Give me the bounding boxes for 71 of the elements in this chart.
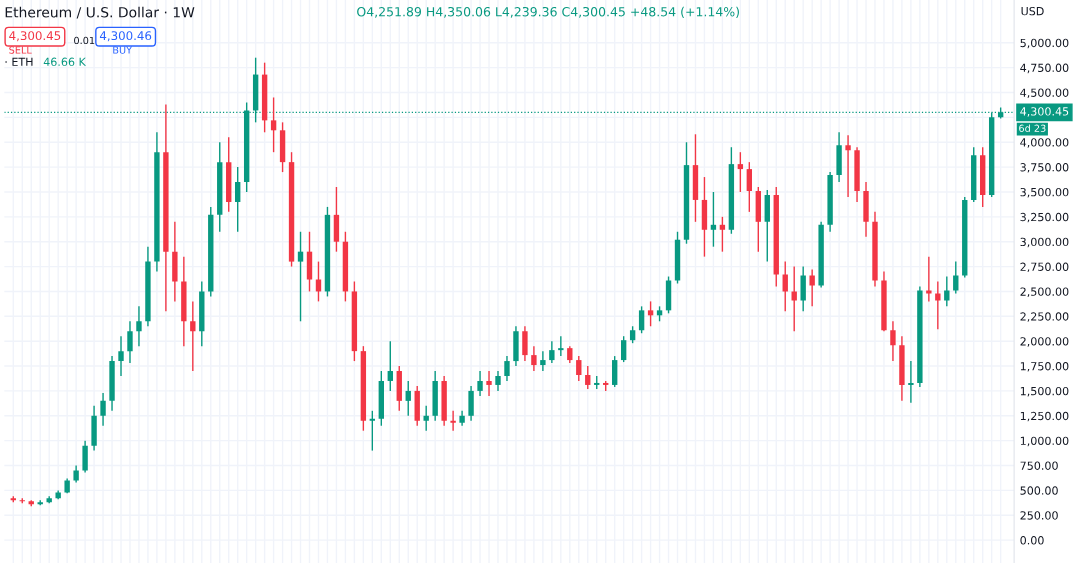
y-tick-label: 4,750.00	[1020, 63, 1069, 74]
y-tick-label: 250.00	[1020, 511, 1058, 520]
candlestick	[423, 405, 429, 432]
candlestick	[495, 370, 501, 392]
candlestick	[405, 380, 411, 417]
y-axis-title: USD	[1021, 6, 1044, 16]
y-tick-label: 2,750.00	[1020, 262, 1069, 273]
annotation: 46.66 K	[43, 57, 87, 67]
candlestick	[522, 325, 528, 362]
candlestick	[136, 305, 142, 347]
y-tick-label: 1,000.00	[1020, 436, 1069, 447]
y-tick-label: 500.00	[1020, 486, 1058, 495]
candlestick	[576, 355, 582, 382]
chart-title: Ethereum / U.S. Dollar · 1W	[5, 6, 195, 19]
y-tick-label: 1,750.00	[1020, 362, 1069, 372]
candlestick	[504, 355, 510, 382]
candlestick	[944, 275, 950, 308]
candlestick	[549, 340, 555, 364]
y-tick-label: 3,500.00	[1020, 187, 1069, 198]
candlestick	[531, 345, 537, 372]
y-tick-label: 0.00	[1020, 536, 1044, 545]
annotation: 0.01	[74, 36, 95, 45]
candlestick	[620, 335, 627, 363]
y-tick-label: 750.00	[1020, 461, 1058, 470]
candlestick	[540, 350, 546, 372]
y-tick-label: 1,250.00	[1020, 411, 1069, 422]
y-tick-label: 3,250.00	[1020, 212, 1069, 223]
candlestick	[118, 335, 124, 377]
candlestick	[737, 151, 744, 193]
candlestick	[558, 335, 564, 357]
candlestick	[647, 300, 654, 327]
candlestick	[127, 320, 133, 364]
candlestick	[845, 134, 851, 198]
annotation: O4,251.89 H4,350.06 L4,239.36 C4,300.45 +48.54 (+1.14%)	[357, 6, 739, 18]
candlestick	[926, 255, 932, 303]
y-tick-label: 2,500.00	[1020, 287, 1069, 297]
candlestick	[387, 340, 393, 392]
y-tick-label: 3,750.00	[1020, 163, 1069, 173]
ref-line-label: 4,300.45	[1020, 107, 1069, 117]
candlestick	[710, 191, 717, 248]
y-tick-label: 3,000.00	[1020, 237, 1069, 248]
y-tick-label: 4,000.00	[1020, 138, 1069, 148]
candlestick	[908, 360, 914, 404]
y-tick-label: 2,000.00	[1020, 337, 1069, 347]
candlestick	[450, 410, 456, 432]
candlestick	[746, 161, 753, 213]
text: 6d 23	[1019, 124, 1046, 132]
candlestick	[791, 265, 797, 332]
annotation: 4,300.46	[99, 31, 152, 42]
annotation: SELL	[9, 46, 32, 54]
annotation: BUY	[113, 46, 133, 54]
candlestick	[585, 365, 591, 390]
candlestick	[486, 370, 492, 397]
candlestick	[190, 300, 196, 372]
y-tick-label: 5,000.00	[1020, 38, 1069, 49]
y-tick-label: 2,250.00	[1020, 312, 1069, 322]
candlestick	[477, 370, 483, 397]
candlestick	[235, 166, 241, 233]
candlestick	[270, 96, 277, 153]
y-tick-label: 4,500.00	[1020, 88, 1069, 99]
candlestick	[890, 320, 896, 362]
candlestick	[100, 392, 106, 427]
y-tick-label: 1,500.00	[1020, 386, 1069, 397]
candlestick	[297, 231, 304, 322]
candlestick	[369, 410, 376, 452]
candlestick	[935, 280, 941, 330]
candlestick	[809, 268, 815, 308]
annotation: · ETH	[5, 57, 33, 66]
candlestick	[719, 216, 726, 253]
candlestick	[638, 305, 645, 334]
annotation: 4,300.45	[9, 31, 61, 42]
